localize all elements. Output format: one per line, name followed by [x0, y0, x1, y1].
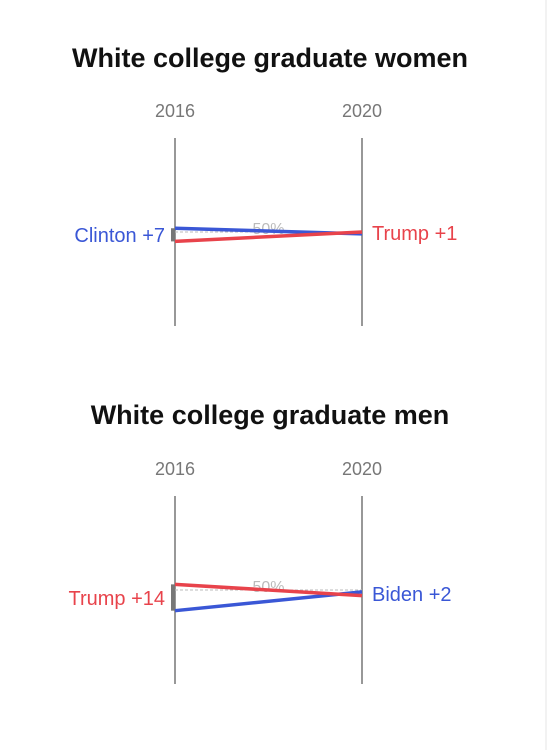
slope-line — [174, 230, 363, 244]
margin-label: Trump +14 — [68, 588, 165, 610]
chart-title: White college graduate women — [72, 43, 468, 73]
year-label: 2020 — [342, 459, 382, 479]
margin-label: Biden +2 — [372, 584, 452, 606]
year-label: 2016 — [155, 459, 195, 479]
margin-label: Trump +1 — [372, 223, 457, 245]
year-label: 2016 — [155, 101, 195, 121]
chart-title: White college graduate men — [91, 400, 450, 430]
year-label: 2020 — [342, 101, 382, 121]
margin-label: Clinton +7 — [74, 225, 165, 247]
slope-line — [174, 582, 363, 598]
